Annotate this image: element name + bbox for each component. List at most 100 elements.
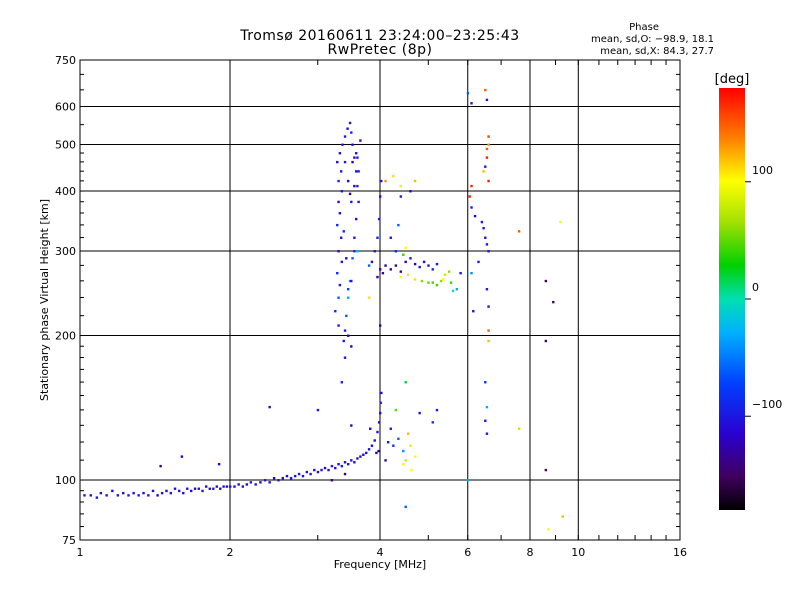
data-point [353,156,356,159]
data-point [384,179,387,183]
data-point [427,281,430,284]
x-tick-label: 1 [77,546,84,559]
data-point [353,250,356,253]
data-point [485,405,489,409]
data-point [342,230,345,233]
data-point [350,279,353,283]
data-point [427,264,430,267]
data-point [485,288,489,291]
data-point [399,195,403,198]
data-point [404,260,407,264]
data-point [343,135,347,138]
data-point [165,489,168,493]
colorbar [719,88,745,510]
data-point [392,444,395,447]
data-point [480,220,484,224]
data-point [354,217,358,221]
data-point [449,281,453,284]
data-point [397,437,400,440]
data-point [346,334,350,337]
data-point [487,179,490,183]
data-point [357,170,360,173]
data-point [487,143,490,146]
data-point [441,278,445,281]
data-point [439,279,443,283]
data-point [384,459,387,462]
colorbar-label: [deg] [715,72,750,87]
data-point [346,127,349,130]
data-point [370,444,374,447]
data-point [95,496,99,499]
data-point [367,264,371,267]
data-point [544,279,548,283]
x-tick-label: 6 [464,546,471,559]
data-point [472,309,475,313]
data-point [285,474,289,478]
data-point [343,329,347,332]
data-point [409,257,412,260]
data-point [350,200,353,204]
data-point [341,143,344,146]
data-point [343,356,347,359]
data-point [552,300,555,304]
data-point [466,479,470,482]
data-point [249,481,253,484]
o-mode-stats: mean, sd,O: −98.9, 18.1 [591,34,714,45]
data-point [180,455,184,458]
data-point [336,271,339,275]
data-point [340,190,344,193]
data-point [237,483,240,486]
data-point [337,462,340,466]
data-point [357,200,360,204]
data-point [316,470,320,474]
data-point [377,421,381,424]
data-point [147,494,150,497]
data-point [137,494,140,497]
data-point [459,271,462,275]
x-tick-label: 10 [571,546,585,559]
data-point [561,515,564,518]
data-point [340,260,344,264]
data-point [350,131,353,134]
data-point [359,139,362,142]
data-point [482,170,485,173]
y-tick-label: 600 [55,101,76,114]
data-point [263,479,267,482]
data-point [301,474,305,478]
y-axis-label: Stationary phase Virtual Height [km] [38,199,51,401]
data-point [268,405,271,409]
data-point [373,250,376,253]
data-point [404,246,407,249]
data-point [272,476,276,480]
data-point [397,223,400,227]
data-point [320,468,323,472]
data-point [356,156,359,159]
data-point [340,381,344,384]
data-point [485,98,489,102]
x-tick-label: 4 [377,546,384,559]
data-point [356,250,359,253]
data-point [297,472,301,476]
data-point [404,459,407,462]
data-point [330,479,334,482]
data-point [197,487,201,490]
data-point [338,212,342,215]
data-point [379,411,382,415]
x-tick-label: 8 [527,546,534,559]
colorbar-tick-label: −100 [752,398,782,411]
data-point [431,268,434,271]
data-point [485,432,489,435]
data-point [370,260,374,264]
data-point [159,464,162,468]
data-point [487,339,490,343]
data-point [389,236,392,239]
data-point [376,275,379,279]
x-mode-stats: mean, sd,X: 84.3, 27.7 [600,46,714,57]
data-point [336,160,339,164]
data-point [410,468,413,472]
data-point [268,481,271,484]
data-point [418,411,421,415]
data-point [337,324,340,327]
data-point [323,466,327,470]
